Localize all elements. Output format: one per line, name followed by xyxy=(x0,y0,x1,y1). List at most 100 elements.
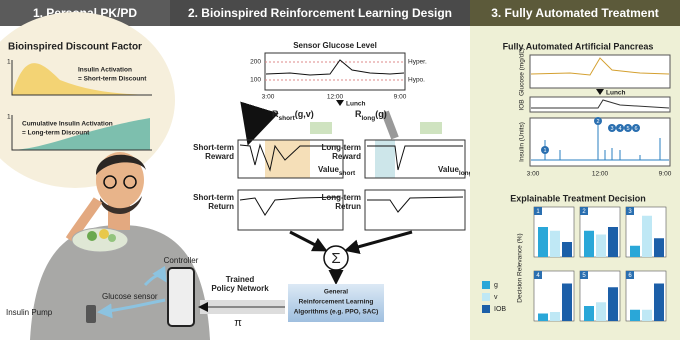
bar xyxy=(596,234,606,257)
label: Long-term xyxy=(321,193,361,202)
bar xyxy=(562,283,572,321)
decision-group: 1 2 3 4 5 6 gv IOB xyxy=(482,206,667,322)
bar xyxy=(630,309,640,321)
marker-badge xyxy=(632,124,640,132)
bar xyxy=(584,306,594,321)
icon xyxy=(310,122,332,134)
axis-label: Glucose (mg/dL) xyxy=(519,48,526,96)
iob-curve xyxy=(531,99,670,109)
bar xyxy=(550,230,560,257)
axis-label: Insulin (Units) xyxy=(519,122,526,162)
phone xyxy=(167,267,195,327)
plot-frame xyxy=(529,54,671,89)
glasses xyxy=(103,175,117,189)
x-tick-label: 3:00 xyxy=(527,171,540,178)
bowl xyxy=(71,227,129,253)
short-curve xyxy=(12,63,150,95)
plot-frame xyxy=(264,52,406,91)
legend-swatch xyxy=(482,281,490,289)
food xyxy=(99,229,109,239)
box xyxy=(364,139,466,179)
header-bg xyxy=(170,0,470,26)
panel-label: 3 xyxy=(628,209,632,215)
bar xyxy=(538,313,548,321)
marker-badge xyxy=(624,124,632,132)
panel-title: Explainable Treatment Decision xyxy=(510,193,646,203)
label: Return xyxy=(208,202,234,211)
note: = Short-term Discount xyxy=(78,76,147,83)
event-marker xyxy=(336,100,344,106)
bar xyxy=(608,287,618,321)
bar xyxy=(642,215,652,257)
axis xyxy=(11,60,152,96)
panel-label: 6 xyxy=(628,273,632,279)
axis-label: Decision Relevance (%) xyxy=(517,233,524,302)
bar xyxy=(538,227,548,257)
note: Cumulative Insulin Activation xyxy=(22,121,113,128)
arrow xyxy=(97,298,166,319)
label: Valueshort xyxy=(318,165,356,177)
marker-label: 1 xyxy=(543,148,546,154)
reward-curve xyxy=(367,145,463,171)
arrow xyxy=(240,101,279,146)
long-curve xyxy=(12,118,150,150)
marker-label: 3 xyxy=(610,126,613,132)
panel-label: 1 xyxy=(536,209,540,215)
section-title: 2. Bioinspired Reinforcement Learning De… xyxy=(188,6,452,20)
box xyxy=(364,189,466,231)
highlight xyxy=(375,140,395,178)
label: General xyxy=(324,289,348,296)
panel-badge xyxy=(626,271,634,279)
plot-frame xyxy=(529,117,671,167)
bg-circle xyxy=(0,12,175,188)
bar xyxy=(550,312,560,321)
pkpd-title: Bioinspired Discount Factor xyxy=(8,42,142,53)
bar xyxy=(630,245,640,257)
box xyxy=(237,139,344,179)
legend-label: v xyxy=(494,294,498,301)
x-tick-label: 12:00 xyxy=(327,94,344,101)
event-marker xyxy=(596,89,604,95)
person-arm xyxy=(65,197,103,243)
arrow xyxy=(381,110,399,140)
marker-badge xyxy=(594,117,602,125)
label: Insulin Pump xyxy=(6,308,53,317)
marker-label: 6 xyxy=(634,126,637,132)
label: Lunch xyxy=(346,101,366,108)
sum-symbol: Σ xyxy=(331,250,340,267)
bar xyxy=(562,242,572,257)
pump xyxy=(86,305,96,323)
panel-badge xyxy=(534,271,542,279)
label: Lunch xyxy=(606,90,626,97)
food xyxy=(108,234,116,242)
label: Trained xyxy=(226,275,255,284)
note: = Long-term Discount xyxy=(22,130,90,137)
label: π xyxy=(234,317,242,329)
formula: Rlong(g) xyxy=(355,109,387,121)
marker-label: 4 xyxy=(618,126,621,132)
glasses xyxy=(123,175,137,189)
icon xyxy=(420,122,442,134)
glucose-curve xyxy=(530,57,670,76)
return-curve xyxy=(367,196,464,213)
box xyxy=(237,189,344,231)
x-tick-label: 12:00 xyxy=(592,171,609,178)
panel-title: Fully Automated Artificial Pancreas xyxy=(503,41,654,51)
bar xyxy=(596,302,606,321)
panel-badge xyxy=(580,271,588,279)
arrow xyxy=(344,230,413,255)
label: Retrun xyxy=(335,202,361,211)
legend-swatch xyxy=(482,305,490,313)
food xyxy=(87,231,97,241)
bar xyxy=(642,309,652,321)
label: Reward xyxy=(332,152,361,161)
glucose-curve xyxy=(265,59,405,76)
marker-label: 5 xyxy=(626,126,629,132)
legend-swatch xyxy=(482,293,490,301)
panel-label: 5 xyxy=(582,273,586,279)
label: Hypo. xyxy=(408,77,425,84)
label: Hyper. xyxy=(408,59,427,66)
panel-badge xyxy=(534,207,542,215)
reward-curve xyxy=(239,143,340,172)
